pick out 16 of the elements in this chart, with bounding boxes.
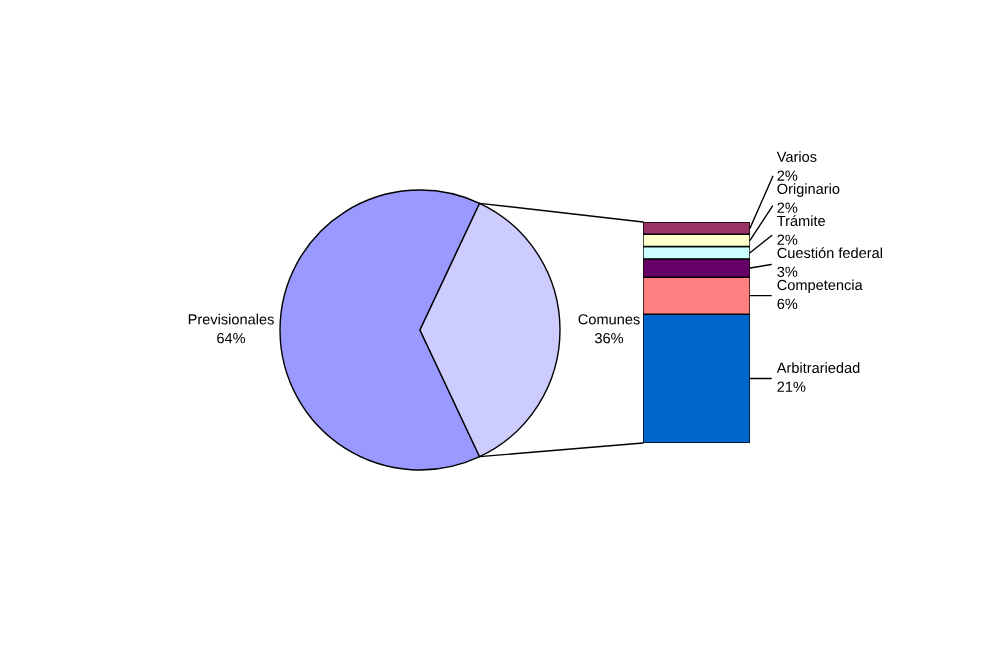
data-label: 2% xyxy=(777,234,798,245)
slice-label: Previsionales xyxy=(188,313,274,325)
data-label: 6% xyxy=(777,298,798,310)
data-label: 3% xyxy=(777,266,798,277)
data-label: 36% xyxy=(594,333,624,344)
text: Originario xyxy=(777,183,840,197)
series-label: Competencia xyxy=(777,279,863,294)
data-label: 2% xyxy=(777,170,798,181)
slice-label: Comunes xyxy=(578,314,640,325)
data-label: 2% xyxy=(777,202,798,213)
text: Varios xyxy=(776,151,817,162)
series-label: Cuestión federal xyxy=(777,247,882,259)
data-label: 64% xyxy=(217,333,246,344)
text: Trámite xyxy=(777,215,825,227)
series-label: Arbitrariedad xyxy=(776,362,860,374)
data-label: 21% xyxy=(777,381,806,392)
